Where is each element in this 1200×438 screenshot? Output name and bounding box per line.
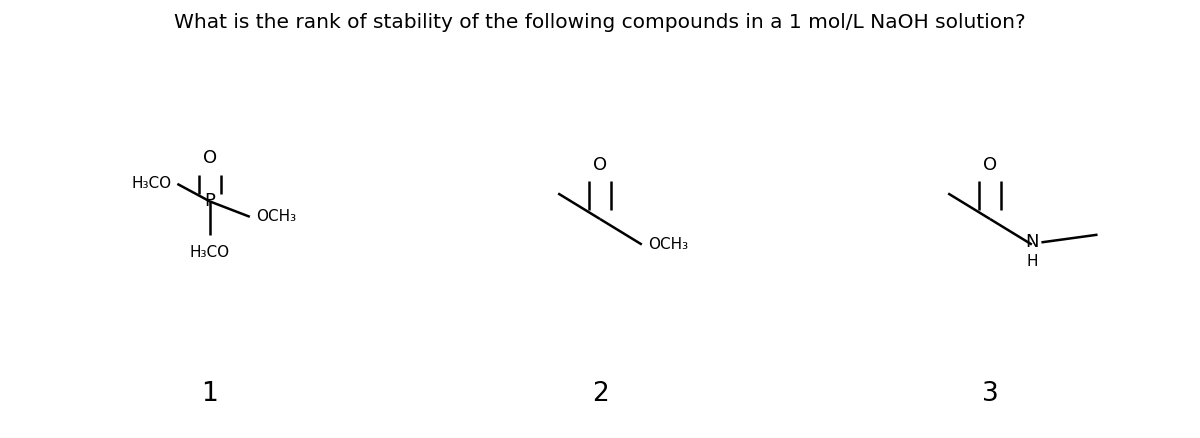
Text: 3: 3 [982,381,998,407]
Text: H: H [1026,254,1038,268]
Text: OCH₃: OCH₃ [256,209,296,224]
Text: OCH₃: OCH₃ [648,237,688,252]
Text: P: P [204,192,216,211]
Text: N: N [1025,233,1038,251]
Text: 2: 2 [592,381,608,407]
Text: H₃CO: H₃CO [131,176,172,191]
Text: O: O [203,149,217,167]
Text: What is the rank of stability of the following compounds in a 1 mol/L NaOH solut: What is the rank of stability of the fol… [174,13,1026,32]
Text: 1: 1 [202,381,218,407]
Text: O: O [593,156,607,174]
Text: O: O [983,156,997,174]
Text: H₃CO: H₃CO [190,245,230,260]
